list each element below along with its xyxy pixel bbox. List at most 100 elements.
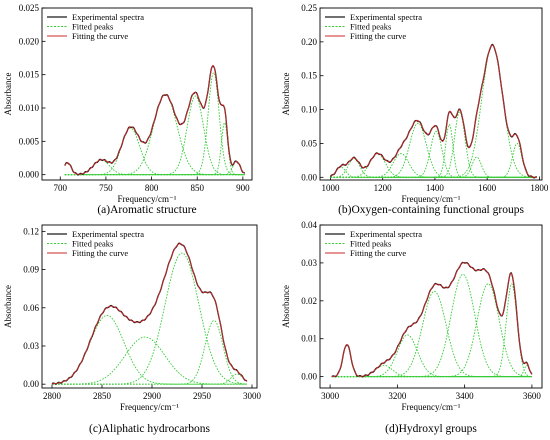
x-tick-label: 1600	[478, 183, 497, 193]
plot-area	[64, 64, 245, 176]
fitted-peak-5	[52, 373, 248, 385]
fitted-peak-2	[52, 336, 247, 385]
legend-fitting-curve: Fitting the curve	[72, 248, 128, 258]
y-tick-label: 0.12	[23, 226, 39, 236]
fitted-peak-4	[64, 94, 245, 176]
y-tick-label: 0.06	[23, 303, 39, 313]
y-tick-label: 0.03	[23, 341, 39, 351]
fitting-curve-line	[51, 243, 248, 385]
fitted-peak-3	[330, 153, 537, 178]
fitted-peak-2	[331, 364, 532, 378]
fitted-peak-11	[330, 142, 537, 178]
legend-experimental: Experimental spectra	[72, 12, 144, 22]
legend-fitted-peaks: Fitted peaks	[350, 239, 391, 249]
legend-fitting-curve: Fitting the curve	[350, 248, 406, 258]
fitted-peak-3	[52, 252, 248, 385]
y-axis-label: Absorbance	[281, 73, 291, 116]
fitted-peak-7	[330, 123, 537, 178]
y-tick-label: 0.04	[301, 220, 317, 230]
plot-area	[331, 261, 533, 378]
x-axis-label: Frequency/cm⁻¹	[402, 194, 461, 204]
y-tick-label: 0.000	[19, 170, 40, 180]
panel-caption: (d)Hydroxyl groups	[385, 423, 477, 435]
x-axis-label: Frequency/cm⁻¹	[120, 402, 179, 412]
fitted-peak-6	[330, 130, 537, 178]
x-axis-label: Frequency/cm⁻¹	[118, 194, 177, 204]
legend-experimental: Experimental spectra	[350, 229, 422, 239]
fitted-peak-5	[64, 95, 245, 176]
y-tick-label: 0.025	[19, 3, 40, 13]
x-tick-label: 900	[236, 183, 250, 193]
fitted-peak-3	[331, 334, 532, 378]
y-axis-label: Absorbance	[281, 285, 291, 328]
panel-a: 700 750 800 850 900 0.000 0.005 0.010 0.015 0.020…	[3, 3, 253, 216]
fitted-peak-7	[331, 283, 532, 378]
x-tick-label: 3000	[321, 391, 340, 401]
y-tick-label: 0.01	[301, 334, 317, 344]
y-tick-label: 0.20	[301, 37, 317, 47]
x-tick-label: 750	[99, 183, 113, 193]
y-tick-label: 0.00	[301, 372, 317, 382]
x-tick-label: 850	[190, 183, 204, 193]
y-tick-label: 0.00	[301, 172, 317, 182]
fitted-peak-6	[331, 283, 532, 378]
fitted-peak-2	[330, 157, 537, 178]
y-axis-label: Absorbance	[3, 285, 13, 328]
plot-frame	[41, 224, 258, 389]
plot-frame	[319, 7, 543, 181]
y-tick-label: 0.10	[301, 105, 317, 115]
legend-fitting-curve: Fitting the curve	[350, 31, 406, 41]
legend-fitted-peaks: Fitted peaks	[72, 22, 113, 32]
x-tick-label: 1200	[374, 183, 393, 193]
x-tick-label: 3000	[243, 391, 262, 401]
x-tick-label: 800	[145, 183, 159, 193]
x-tick-label: 3200	[388, 391, 407, 401]
plot-area	[329, 43, 537, 179]
legend-fitted-peaks: Fitted peaks	[72, 239, 113, 249]
y-tick-label: 0.00	[23, 379, 39, 389]
fitted-peak-4	[52, 320, 248, 385]
experimental-spectrum-line	[329, 43, 537, 179]
plot-frame	[319, 224, 543, 389]
legend-experimental: Experimental spectra	[72, 229, 144, 239]
panel-d: 3000 3200 3400 3600 0.00 0.01 0.02 0.03 0.04 Freq…	[281, 220, 543, 435]
fitted-peak-8	[331, 364, 533, 378]
y-tick-label: 0.05	[301, 138, 317, 148]
x-tick-label: 3400	[456, 391, 475, 401]
panel-caption: (b)Oxygen-containing functional groups	[338, 204, 524, 216]
plot-frame	[41, 7, 253, 181]
x-tick-label: 3600	[523, 391, 542, 401]
fitting-curve-line	[331, 261, 533, 378]
x-tick-label: 2950	[193, 391, 212, 401]
panel-caption: (a)Aromatic structure	[97, 204, 196, 216]
x-tick-label: 1000	[321, 183, 340, 193]
y-tick-label: 0.25	[301, 3, 317, 13]
x-tick-label: 1800	[530, 183, 549, 193]
x-tick-label: 2800	[43, 391, 62, 401]
y-axis-label: Absorbance	[3, 73, 13, 116]
panel-b: 1000 1200 1400 1600 1800 0.00 0.05 0.10 0.15 0.20…	[281, 3, 549, 216]
x-tick-label: 2850	[93, 391, 112, 401]
panel-c: 2800 2850 2900 2950 3000 0.00 0.03 0.06 0.09 0.12…	[3, 224, 262, 435]
y-tick-label: 0.09	[23, 265, 39, 275]
y-tick-label: 0.015	[19, 70, 40, 80]
x-tick-label: 2900	[143, 391, 162, 401]
y-tick-label: 0.03	[301, 258, 317, 268]
legend-fitted-peaks: Fitted peaks	[350, 22, 391, 32]
fitted-peak-10	[330, 44, 537, 178]
fitted-peak-6	[64, 72, 245, 176]
plot-area	[51, 242, 248, 385]
y-tick-label: 0.02	[301, 296, 317, 306]
x-axis-label: Frequency/cm⁻¹	[402, 402, 461, 412]
x-tick-label: 1400	[426, 183, 445, 193]
fitting-curve-line	[330, 44, 537, 178]
x-tick-label: 700	[54, 183, 68, 193]
fitting-curve-line	[64, 64, 245, 175]
legend-fitting-curve: Fitting the curve	[72, 31, 128, 41]
legend-experimental: Experimental spectra	[350, 12, 422, 22]
